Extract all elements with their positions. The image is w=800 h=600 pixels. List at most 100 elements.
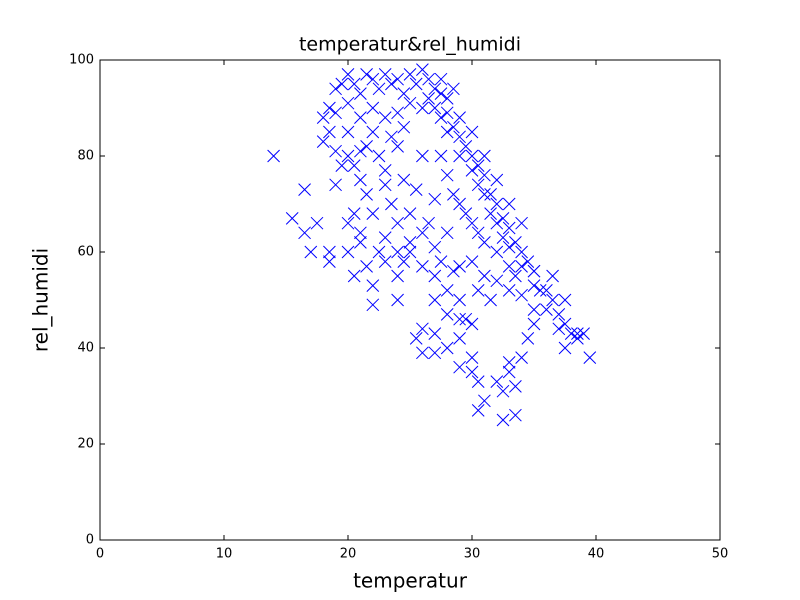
scatter-point (298, 183, 311, 196)
scatter-point (434, 111, 448, 124)
scatter-point (428, 240, 442, 254)
scatter-point (546, 293, 559, 307)
scatter-point (403, 96, 417, 110)
scatter-point (490, 173, 504, 187)
scatter-point (552, 308, 566, 321)
scatter-point (453, 149, 466, 163)
scatter-point (447, 120, 460, 134)
y-tick-label: 80 (77, 149, 94, 164)
scatter-point (409, 77, 423, 91)
scatter-point (360, 260, 373, 273)
scatter-point (366, 101, 380, 115)
scatter-point (478, 394, 491, 408)
y-tick-label: 40 (77, 341, 94, 356)
scatter-point (465, 164, 479, 177)
scatter-point (502, 240, 516, 254)
scatter-point (496, 212, 510, 225)
scatter-point (465, 216, 479, 230)
scatter-point (391, 216, 404, 230)
scatter-point (416, 226, 429, 240)
scatter-point (341, 96, 355, 110)
scatter-point (416, 149, 429, 163)
scatter-point (478, 149, 491, 163)
scatter-point (416, 346, 429, 360)
scatter-point (329, 144, 342, 158)
scatter-point (496, 231, 510, 244)
scatter-point (540, 303, 553, 316)
scatter-point (372, 82, 386, 96)
scatter-point (453, 312, 466, 326)
scatter-point (391, 269, 404, 283)
scatter-point (372, 245, 386, 259)
scatter-point (366, 207, 380, 220)
scatter-point (372, 149, 386, 163)
scatter-point (298, 226, 311, 240)
scatter-point (509, 380, 522, 393)
scatter-point (391, 140, 404, 153)
scatter-point (471, 226, 485, 240)
scatter-point (527, 279, 541, 292)
scatter-point (465, 317, 479, 331)
y-tick-label: 100 (69, 53, 94, 68)
plot-area (267, 63, 597, 427)
scatter-point (465, 351, 479, 364)
scatter-point (502, 284, 516, 297)
scatter-point (354, 226, 367, 240)
x-tick-label: 30 (464, 547, 481, 562)
scatter-point (366, 298, 380, 312)
scatter-point (347, 269, 361, 283)
scatter-point (478, 168, 491, 182)
scatter-point (571, 327, 584, 340)
scatter-point (484, 188, 497, 201)
scatter-point (546, 269, 559, 283)
scatter-point (509, 236, 522, 249)
scatter-point (416, 260, 429, 273)
scatter-point (440, 341, 454, 355)
scatter-point (378, 164, 392, 177)
scatter-point (440, 168, 454, 182)
scatter-point (354, 111, 367, 124)
scatter-point (577, 327, 590, 340)
scatter-point (403, 207, 417, 220)
scatter-point (465, 125, 479, 139)
scatter-point (478, 269, 491, 283)
scatter-point (502, 260, 516, 273)
chart-title: temperatur&rel_humidi (299, 34, 521, 56)
scatter-point (428, 269, 442, 283)
scatter-point (459, 312, 473, 326)
scatter-point (502, 356, 516, 369)
scatter-point (378, 111, 392, 124)
scatter-point (366, 125, 380, 139)
scatter-point (341, 216, 355, 230)
scatter-point (558, 293, 572, 307)
scatter-point (509, 269, 522, 283)
scatter-point (515, 260, 528, 273)
scatter-point (354, 144, 367, 158)
scatter-point (471, 284, 485, 297)
scatter-point (509, 408, 522, 422)
scatter-point (385, 130, 398, 144)
scatter-point (490, 216, 504, 230)
scatter-point (496, 413, 510, 427)
scatter-point (521, 332, 535, 345)
scatter-point (515, 245, 528, 259)
y-tick-label: 60 (77, 245, 94, 260)
scatter-point (360, 68, 373, 81)
scatter-point (440, 92, 454, 105)
y-tick-label: 20 (77, 437, 94, 452)
scatter-point (471, 404, 485, 417)
x-tick-label: 10 (216, 547, 233, 562)
scatter-point (471, 375, 485, 388)
scatter-point (465, 149, 479, 163)
scatter-point (428, 101, 442, 115)
x-tick-label: 0 (96, 547, 104, 562)
scatter-point (316, 135, 330, 148)
scatter-point (453, 130, 466, 144)
scatter-point (440, 284, 454, 297)
scatter-point (453, 293, 466, 307)
scatter-point (310, 216, 324, 230)
scatter-point (459, 207, 473, 220)
scatter-point (515, 288, 528, 302)
scatter-point (490, 245, 504, 259)
scatter-point (558, 341, 572, 355)
